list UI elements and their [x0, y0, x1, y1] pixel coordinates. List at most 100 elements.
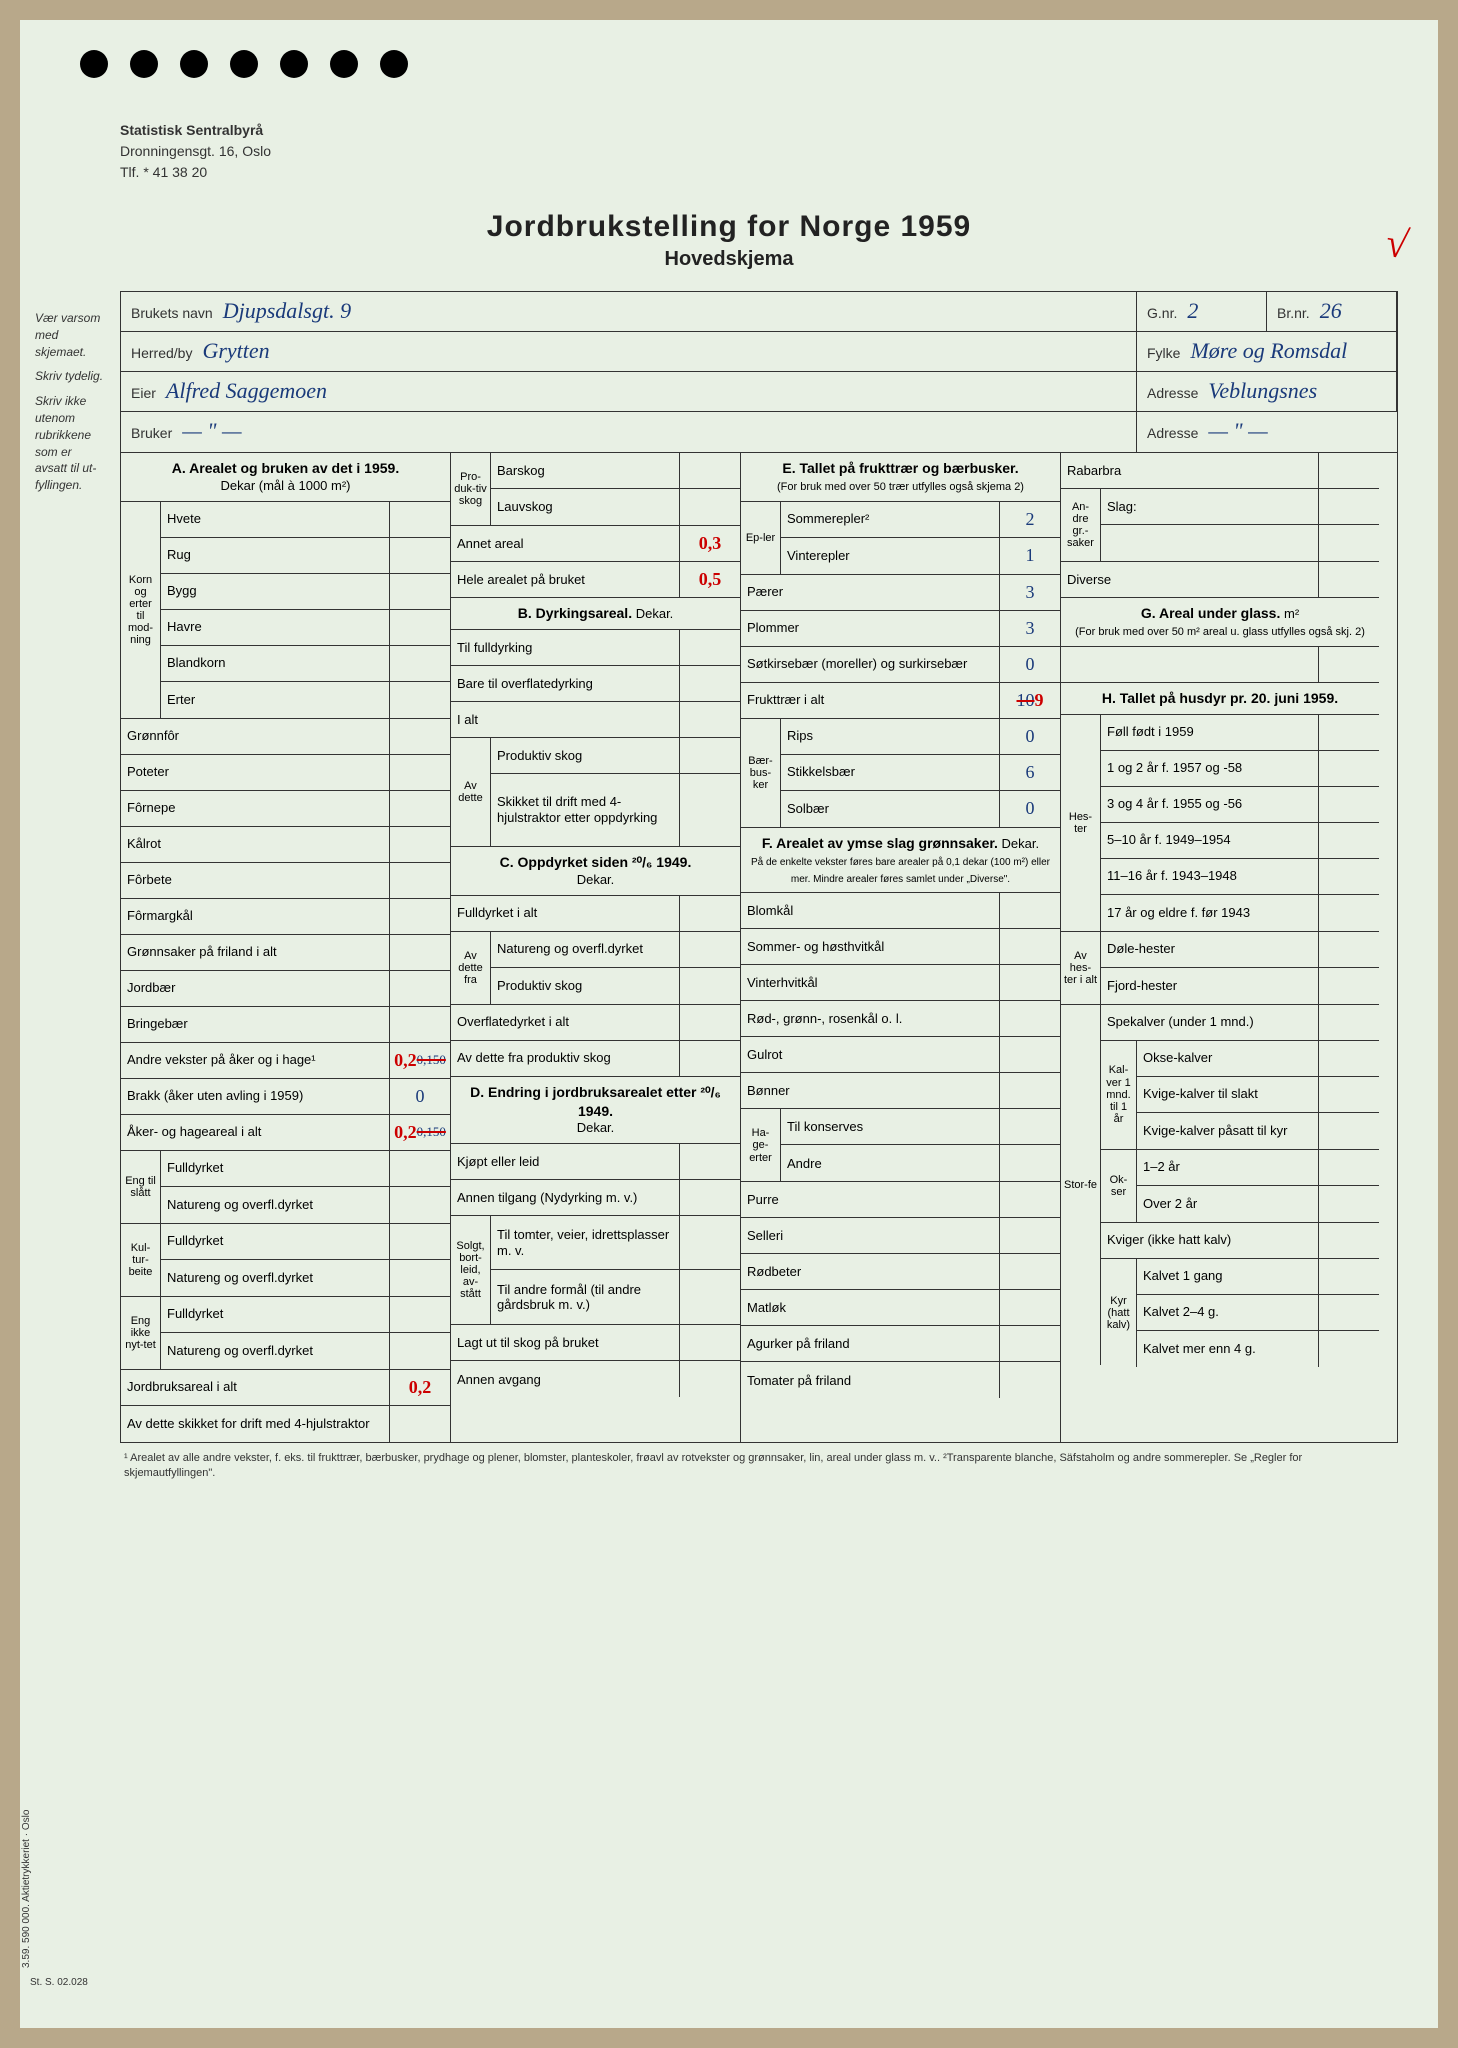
side-label: Kul-tur-beite [121, 1224, 161, 1296]
section-b-head: B. Dyrkingsareal. Dekar. [451, 598, 740, 630]
col-a: A. Arealet og bruken av det i 1959. Deka… [121, 453, 451, 1442]
field-label: Åker- og hageareal i alt [121, 1115, 390, 1150]
handwritten-value: 2 [1187, 298, 1198, 324]
org-tlf: Tlf. * 41 38 20 [120, 162, 271, 183]
field-label: Purre [741, 1182, 1000, 1217]
field-value: 0,20,150 [390, 1115, 450, 1150]
field-label: Natureng og overfl.dyrket [161, 1333, 390, 1369]
side-label: Eng til slått [121, 1151, 161, 1223]
side-label: Ep-ler [741, 502, 781, 574]
field-label: Lauvskog [491, 489, 680, 525]
field-label: Frukttrær i alt [741, 683, 1000, 718]
side-label: Eng ikke nyt-tet [121, 1297, 161, 1369]
field-label: Til fulldyrking [451, 630, 680, 665]
side-label: Ha-ge-erter [741, 1109, 781, 1181]
field-label: Slag: [1101, 489, 1319, 524]
field-value: 6 [1026, 762, 1035, 783]
section-g-head: G. Areal under glass. m² (For bruk med o… [1061, 598, 1379, 647]
field-label: Grønnsaker på friland i alt [121, 935, 390, 970]
label: Eier [131, 385, 156, 401]
field-label: Fulldyrket [161, 1297, 390, 1332]
field-label: 3 og 4 år f. 1955 og -56 [1101, 787, 1319, 822]
field-label: Fôrnepe [121, 791, 390, 826]
field-value: 3 [1026, 618, 1035, 639]
field-value: 0 [1026, 726, 1035, 747]
field-label: Havre [161, 610, 390, 645]
field-label: Okse-kalver [1137, 1041, 1319, 1076]
eier-cell: Eier Alfred Saggemoen [121, 372, 1137, 412]
letterhead: Statistisk Sentralbyrå Dronningensgt. 16… [120, 120, 271, 183]
label: Brukets navn [131, 305, 213, 321]
side-label: Kal-ver 1 mnd. til 1 år [1101, 1041, 1137, 1149]
footnote: ¹ Arealet av alle andre vekster, f. eks.… [120, 1443, 1398, 1490]
field-label: Rips [781, 719, 1000, 754]
field-value: 2 [1026, 509, 1035, 530]
field-label: Matløk [741, 1290, 1000, 1325]
adresse2-cell: Adresse — " — [1137, 412, 1397, 452]
field-label: Blandkorn [161, 646, 390, 681]
field-label: Grønnfôr [121, 719, 390, 754]
field-label: Fulldyrket [161, 1151, 390, 1186]
field-label: Blomkål [741, 893, 1000, 928]
field-label: 5–10 år f. 1949–1954 [1101, 823, 1319, 858]
field-value: 0 [1026, 654, 1035, 675]
field-label: Andre vekster på åker og i hage¹ [121, 1043, 390, 1078]
field-label: Jordbruksareal i alt [121, 1370, 390, 1405]
field-label: Rug [161, 538, 390, 573]
handwritten-value: 26 [1320, 298, 1342, 324]
field-label: Pærer [741, 575, 1000, 610]
field-label: Skikket til drift med 4-hjulstraktor ett… [491, 774, 680, 846]
field-label: Produktiv skog [491, 968, 680, 1004]
margin-note: Vær varsom med skjemaet. [35, 310, 105, 360]
field-label: 1 og 2 år f. 1957 og -58 [1101, 751, 1319, 786]
side-label: Av hes-ter i alt [1061, 932, 1101, 1004]
field-value: 0,3 [699, 533, 722, 554]
field-label: 17 år og eldre f. før 1943 [1101, 895, 1319, 931]
field-label: Annen avgang [451, 1361, 680, 1397]
field-label: Poteter [121, 755, 390, 790]
field-label: Natureng og overfl.dyrket [491, 932, 680, 967]
handwritten-value: Djupsdalsgt. 9 [223, 298, 351, 324]
adresse-cell: Adresse Veblungsnes [1137, 372, 1397, 412]
field-label: 11–16 år f. 1943–1948 [1101, 859, 1319, 894]
col-e: E. Tallet på frukttrær og bærbusker. (Fo… [741, 453, 1061, 1442]
field-label: Bønner [741, 1073, 1000, 1108]
field-label: Brakk (åker uten avling i 1959) [121, 1079, 390, 1114]
field-label: Produktiv skog [491, 738, 680, 773]
field-label: I alt [451, 702, 680, 737]
side-label: Kyr (hatt kalv) [1101, 1259, 1137, 1367]
field-value: 0,5 [699, 569, 722, 590]
field-label: Selleri [741, 1218, 1000, 1253]
section-e-head: E. Tallet på frukttrær og bærbusker. (Fo… [741, 453, 1060, 502]
field-label: Gulrot [741, 1037, 1000, 1072]
field-label: Erter [161, 682, 390, 718]
org-name: Statistisk Sentralbyrå [120, 120, 271, 141]
field-label: Sommerepler² [781, 502, 1000, 537]
field-label: Solbær [781, 791, 1000, 827]
label: Adresse [1147, 425, 1198, 441]
form-page: Statistisk Sentralbyrå Dronningensgt. 16… [20, 20, 1438, 2028]
field-label: Andre [781, 1145, 1000, 1181]
margin-note: Skriv tydelig. [35, 368, 105, 385]
margin-note: Skriv ikke utenom rubrikkene som er avsa… [35, 393, 105, 494]
field-label: Til konserves [781, 1109, 1000, 1144]
field-label: Vinterepler [781, 538, 1000, 574]
field-label: Stikkelsbær [781, 755, 1000, 790]
label: Herred/by [131, 345, 192, 361]
field-value: 0,20,150 [390, 1043, 450, 1078]
field-label: Kalvet 1 gang [1137, 1259, 1319, 1294]
label: Br.nr. [1277, 305, 1310, 321]
field-label: Rabarbra [1061, 453, 1319, 488]
org-addr: Dronningensgt. 16, Oslo [120, 141, 271, 162]
field-label: Kålrot [121, 827, 390, 862]
col-gh: Rabarbra An-dre gr.-saker Slag: Diverse … [1061, 453, 1379, 1442]
handwritten-value: Møre og Romsdal [1190, 338, 1347, 364]
section-h-head: H. Tallet på husdyr pr. 20. juni 1959. [1061, 683, 1379, 715]
col-b: Pro-duk-tiv skog Barskog Lauvskog Annet … [451, 453, 741, 1442]
field-label: Kviger (ikke hatt kalv) [1101, 1223, 1319, 1258]
section-title: A. Arealet og bruken av det i 1959. [172, 460, 399, 476]
field-label: Kalvet 2–4 g. [1137, 1295, 1319, 1330]
field-label: Vinterhvitkål [741, 965, 1000, 1000]
field-label: Overflatedyrket i alt [451, 1005, 680, 1040]
field-label: Lagt ut til skog på bruket [451, 1325, 680, 1360]
